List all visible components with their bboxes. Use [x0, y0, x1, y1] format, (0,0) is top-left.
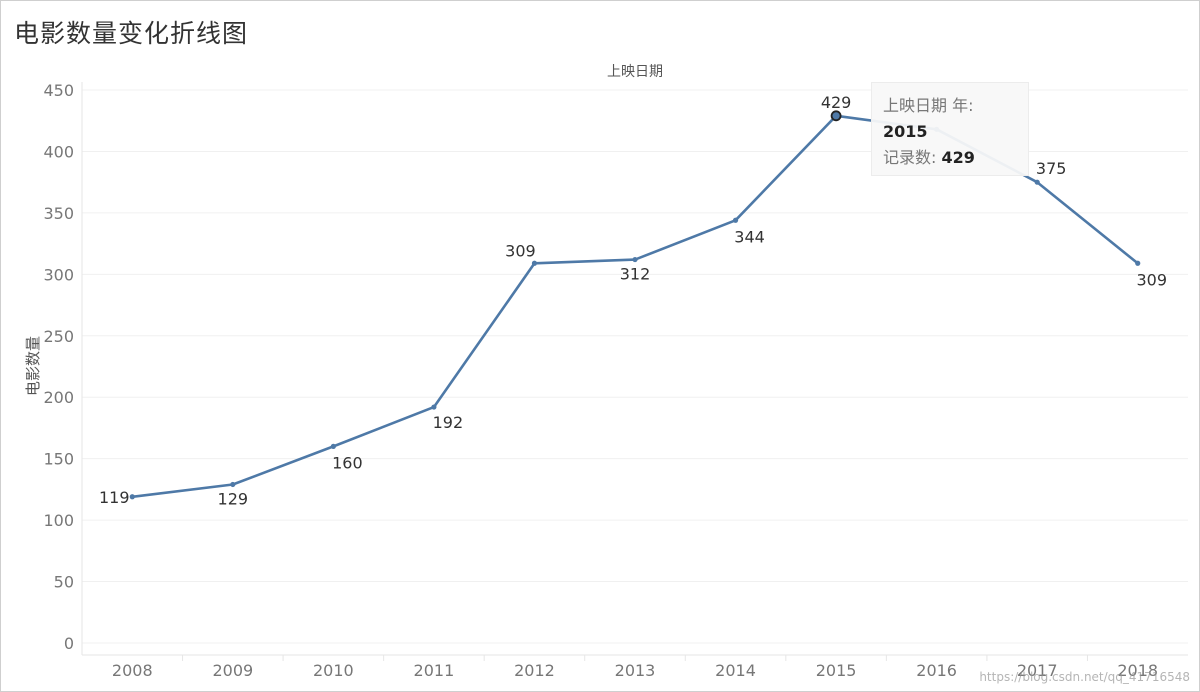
y-tick-label: 300 [43, 265, 74, 284]
data-point[interactable] [531, 260, 538, 266]
x-axis-title: 上映日期 [607, 64, 663, 80]
y-tick-label: 350 [43, 204, 74, 223]
data-point[interactable] [732, 217, 739, 223]
data-label: 429 [821, 93, 852, 112]
data-label: 375 [1036, 159, 1067, 178]
x-tick-label: 2009 [212, 661, 253, 680]
tooltip-field-value: 2015 [883, 122, 928, 141]
x-tick-label: 2010 [313, 661, 354, 680]
data-label: 309 [505, 241, 536, 260]
data-point[interactable] [230, 481, 236, 488]
tooltip-count-value: 429 [941, 148, 975, 167]
watermark: https://blog.csdn.net/qq_41716548 [979, 670, 1190, 684]
data-point-highlighted[interactable] [830, 110, 842, 122]
data-point[interactable] [431, 404, 437, 410]
x-tick-label: 2011 [414, 661, 455, 680]
x-tick-label: 2012 [514, 661, 555, 680]
tooltip-count-row: 记录数: 429 [883, 145, 1028, 171]
data-point[interactable] [1135, 260, 1141, 266]
y-axis-title: 电影数量 [24, 336, 42, 396]
data-label: 309 [1136, 270, 1167, 289]
data-point[interactable] [330, 443, 336, 449]
y-tick-label: 400 [43, 142, 74, 161]
data-label: 160 [332, 453, 363, 472]
y-tick-label: 150 [43, 450, 74, 469]
y-tick-label: 0 [64, 634, 74, 653]
tooltip-field-label: 上映日期 年: [883, 96, 974, 115]
data-point[interactable] [129, 494, 135, 500]
x-tick-label: 2013 [615, 661, 656, 680]
y-tick-label: 250 [43, 327, 74, 346]
x-tick-label: 2016 [916, 661, 957, 680]
x-tick-label: 2014 [715, 661, 756, 680]
tooltip-count-label: 记录数: [883, 148, 937, 167]
data-label: 344 [734, 227, 765, 246]
x-tick-label: 2017 [1017, 661, 1058, 680]
data-label: 119 [99, 488, 130, 507]
data-label: 312 [620, 265, 651, 284]
data-label: 129 [218, 489, 249, 508]
y-tick-label: 450 [43, 81, 74, 100]
x-tick-label: 2015 [816, 661, 857, 680]
y-tick-label: 100 [43, 511, 74, 530]
tooltip: 上映日期 年: 2015 记录数: 429 [871, 82, 1029, 176]
data-label: 192 [433, 413, 464, 432]
y-tick-label: 200 [43, 388, 74, 407]
x-tick-label: 2008 [112, 661, 153, 680]
data-point[interactable] [632, 256, 638, 263]
x-tick-label: 2018 [1117, 661, 1158, 680]
page-title: 电影数量变化折线图 [14, 19, 249, 48]
data-point[interactable] [1034, 179, 1040, 185]
y-tick-label: 50 [54, 573, 74, 592]
